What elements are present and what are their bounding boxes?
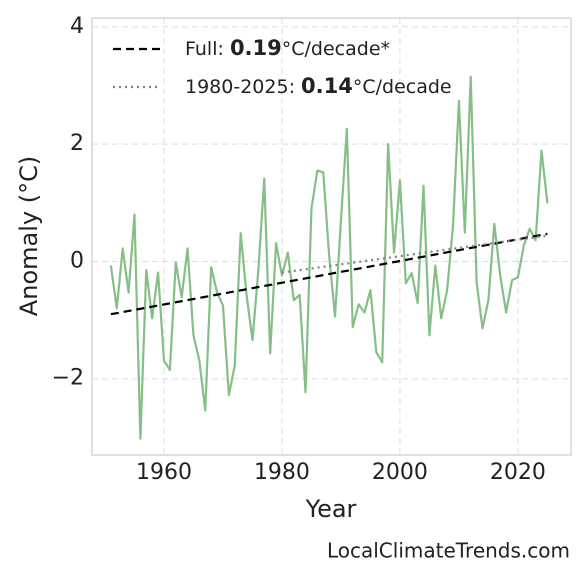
x-tick-label: 2020 — [490, 460, 546, 485]
legend-text: °C/decade — [353, 76, 452, 98]
x-axis-label: Year — [305, 495, 357, 523]
plot-frame — [91, 17, 572, 456]
series-line — [281, 234, 548, 274]
y-axis-label: Anomaly (°C) — [15, 156, 43, 316]
y-tick-label: 0 — [70, 248, 84, 273]
legend-label: 1980-2025: 0.14°C/decade — [185, 74, 452, 98]
y-tick-label: −2 — [52, 366, 84, 391]
legend-text: 1980-2025: — [185, 76, 301, 98]
legend-text: 0.19 — [230, 36, 282, 60]
x-tick-label: 1980 — [254, 460, 310, 485]
legend-text: °C/decade* — [282, 38, 390, 60]
x-tick-label: 1960 — [136, 460, 192, 485]
watermark: LocalClimateTrends.com — [327, 539, 570, 563]
x-tick-label: 2000 — [372, 460, 428, 485]
legend-label: Full: 0.19°C/decade* — [185, 36, 390, 60]
legend-text: Full: — [185, 38, 230, 60]
y-tick-label: 2 — [70, 131, 84, 156]
legend-text: 0.14 — [301, 74, 353, 98]
y-tick-label: 4 — [70, 14, 84, 39]
series-line — [109, 75, 549, 440]
series-line — [110, 232, 548, 316]
